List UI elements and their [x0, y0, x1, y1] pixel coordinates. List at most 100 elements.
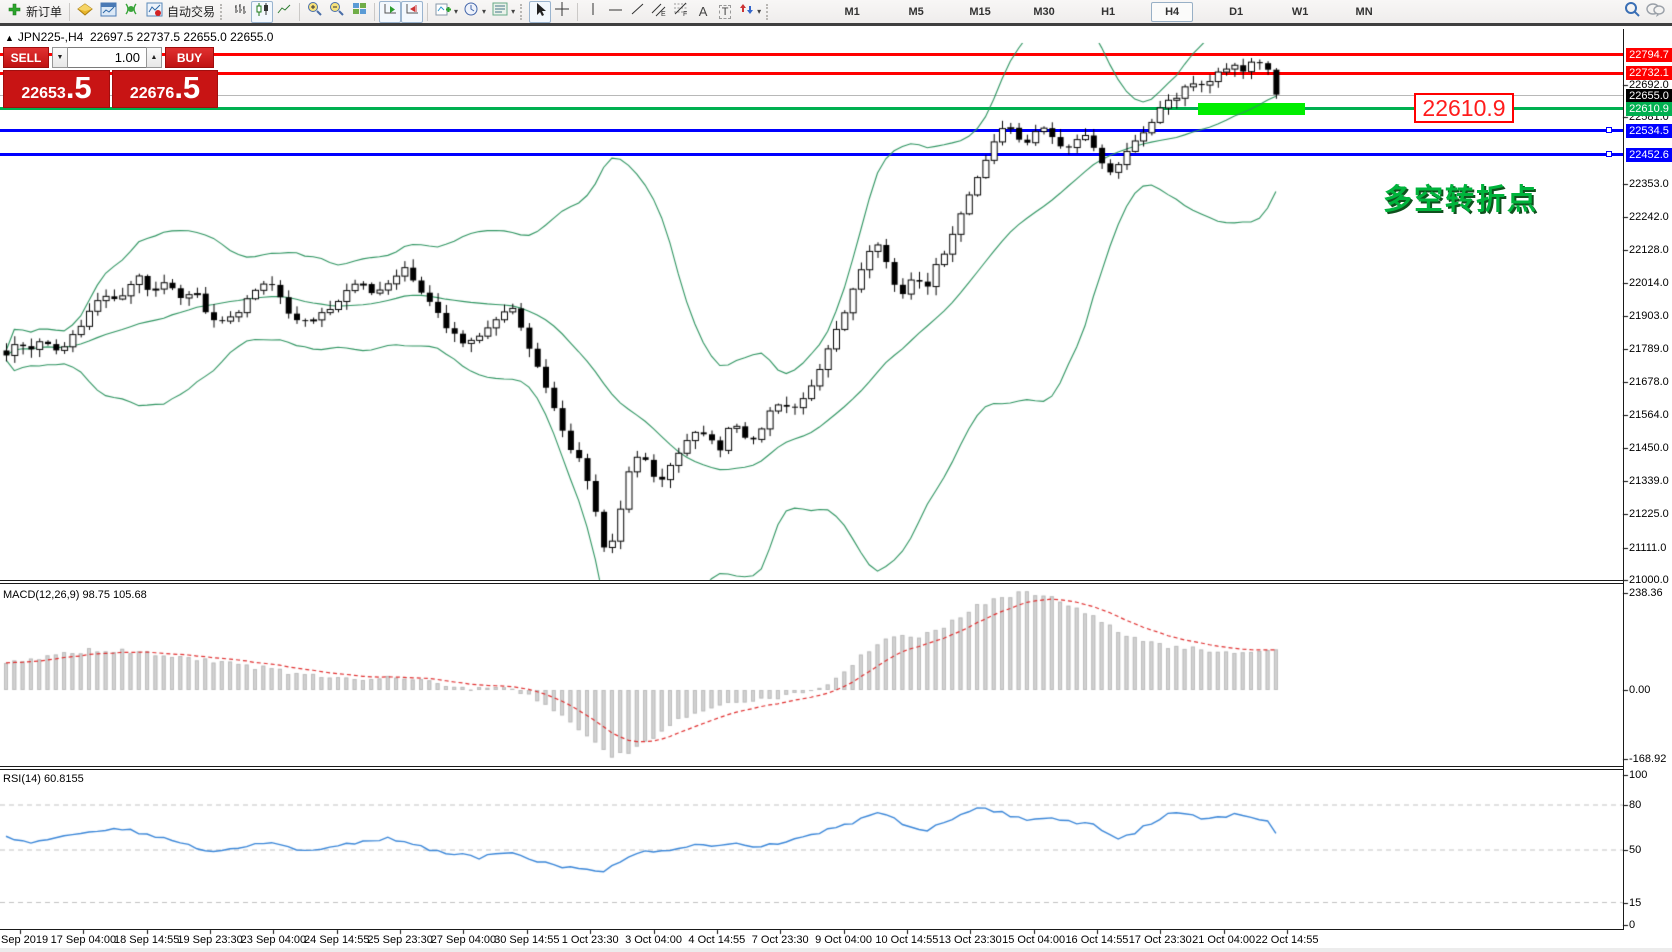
auto-scroll-button[interactable] [379, 0, 402, 23]
crosshair-icon [554, 1, 570, 22]
trendline-button[interactable] [626, 1, 648, 23]
text-icon: A [698, 4, 708, 19]
rsi-axis-0: 0 [1629, 919, 1636, 931]
price-label-22452.6: 22452.6 [1626, 147, 1672, 162]
price-level-annotation[interactable]: 22610.9 [1414, 93, 1514, 123]
buy-price-display[interactable]: 22676.5 [112, 70, 218, 108]
price-tick-21678.0: 21678.0 [1629, 375, 1669, 388]
buy-price-main: 22676 [129, 85, 175, 102]
sell-price-main: 22653 [21, 85, 66, 102]
date-label: 9 Oct 04:00 [815, 934, 872, 946]
signals-button[interactable] [120, 1, 143, 23]
zoom-out-icon [329, 1, 345, 22]
dropdown-caret-icon: ▾ [757, 7, 762, 16]
zoom-in-button[interactable] [304, 1, 326, 23]
periods-button[interactable]: ▾ [461, 1, 489, 23]
chart-title: ▲ JPN225-,H4 22697.5 22737.5 22655.0 2265… [5, 30, 273, 44]
tile-windows-button[interactable] [348, 1, 370, 23]
new-order-button[interactable]: 新订单 [4, 1, 65, 23]
timeframe-m15[interactable]: M15 [969, 5, 991, 18]
timeframe-h1[interactable]: H1 [1101, 5, 1116, 18]
date-label: 4 Oct 14:55 [688, 934, 746, 946]
autotrading-button[interactable]: 自动交易 [143, 1, 218, 23]
rsi-axis-50: 50 [1629, 844, 1642, 856]
equidistant-channel-button[interactable]: E [648, 1, 670, 23]
text-label-icon: T [718, 4, 732, 19]
timeframe-mn[interactable]: MN [1355, 5, 1373, 18]
price-tick-22353.0: 22353.0 [1629, 178, 1669, 191]
crosshair-button[interactable] [551, 1, 573, 23]
text-label-button[interactable]: T [714, 1, 736, 23]
bar-chart-button[interactable] [229, 1, 251, 23]
date-label: 22 Oct 14:55 [1255, 934, 1319, 946]
price-tick-21903.0: 21903.0 [1629, 309, 1669, 322]
timeframe-w1[interactable]: W1 [1291, 5, 1309, 18]
timeframe-h4[interactable]: H4 [1151, 1, 1194, 22]
date-label: 30 Sep 14:55 [494, 934, 560, 946]
price-tick-21000.0: 21000.0 [1629, 574, 1669, 586]
arrows-button[interactable]: ▾ [736, 1, 764, 23]
search-icon [1624, 1, 1640, 22]
chart-shift-button[interactable] [401, 0, 424, 23]
cursor-button[interactable] [529, 0, 552, 23]
text-button[interactable]: A [692, 1, 714, 23]
timeframe-m30[interactable]: M30 [1033, 5, 1055, 18]
volume-increase-button[interactable]: ▲ [146, 47, 162, 68]
main-panel-bottom-border [0, 580, 1623, 581]
gold-chip-icon [77, 2, 94, 22]
line-anchor-marker[interactable] [1606, 150, 1612, 157]
timeframe-m1[interactable]: M1 [844, 5, 860, 18]
arrows-icon [739, 2, 755, 21]
price-tick-21111.0: 21111.0 [1629, 541, 1667, 554]
deposit-button[interactable] [74, 1, 97, 23]
symbol-period: JPN225-,H4 [17, 30, 84, 44]
timeframe-d1[interactable]: D1 [1229, 5, 1244, 18]
toolbar-grip [766, 3, 770, 20]
zoom-out-button[interactable] [326, 1, 348, 23]
search-button[interactable] [1621, 1, 1643, 23]
sell-price-display[interactable]: 22653.5 [3, 70, 110, 108]
price-tick-22128.0: 22128.0 [1629, 243, 1669, 256]
fibonacci-button[interactable]: F [670, 1, 692, 23]
turning-point-annotation[interactable]: 多空转折点 [1383, 184, 1539, 216]
rsi-axis-15: 15 [1629, 896, 1642, 909]
indicators-button[interactable]: ▾ [432, 1, 461, 23]
community-chat-button[interactable] [1643, 1, 1668, 23]
clock-icon [464, 1, 480, 22]
macd-panel-top-border[interactable] [0, 583, 1623, 584]
chart-window-button[interactable] [97, 1, 120, 23]
panel-collapse-icon[interactable]: ▲ [5, 33, 14, 43]
date-label: 23 Sep 04:00 [240, 934, 307, 946]
chat-icon [1646, 2, 1665, 22]
line-anchor-marker[interactable] [1606, 126, 1612, 133]
volume-input[interactable] [68, 47, 146, 68]
date-label: 18 Sep 14:55 [113, 934, 180, 946]
vertical-line-icon [587, 2, 600, 21]
bar-chart-icon [233, 2, 248, 21]
price-label-22655.0: 22655.0 [1626, 88, 1672, 103]
line-chart-button[interactable] [273, 1, 295, 23]
date-label: 15 Oct 04:00 [1002, 934, 1066, 946]
main-toolbar: 新订单 自动交易 [0, 0, 1672, 26]
buy-button[interactable]: BUY [165, 47, 214, 68]
vertical-line-button[interactable] [582, 1, 604, 23]
horizontal-line-button[interactable] [604, 1, 626, 23]
horizontal-line-icon [608, 3, 623, 21]
price-tick-21225.0: 21225.0 [1629, 508, 1669, 521]
tile-windows-icon [352, 2, 367, 21]
price-tick-22014.0: 22014.0 [1629, 277, 1669, 290]
rsi-panel-top-border[interactable] [0, 769, 1623, 770]
toolbar-grip [220, 3, 224, 20]
dropdown-caret-icon: ▾ [482, 7, 487, 16]
candlestick-chart-button[interactable] [251, 0, 274, 23]
date-label: 25 Sep 23:30 [367, 934, 433, 946]
timeframe-m5[interactable]: M5 [908, 5, 924, 18]
fibonacci-icon: F [673, 2, 689, 22]
autotrading-label: 自动交易 [167, 5, 216, 19]
volume-decrease-button[interactable]: ▼ [52, 47, 68, 68]
toolbar-separator [299, 2, 301, 21]
templates-button[interactable]: ▾ [489, 1, 518, 23]
sell-button[interactable]: SELL [3, 47, 49, 68]
toolbar-grip [520, 3, 524, 20]
